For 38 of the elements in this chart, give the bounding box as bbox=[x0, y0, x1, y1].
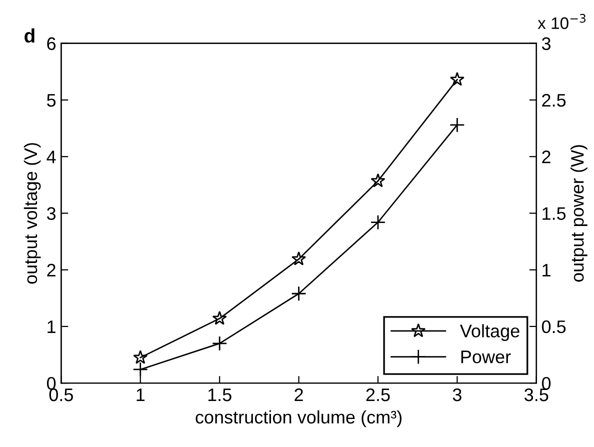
y-tick-label: 4 bbox=[46, 150, 56, 164]
y-tick-label: 1 bbox=[48, 320, 56, 333]
text: d bbox=[24, 28, 34, 43]
y2-axis-title: output power (W) bbox=[570, 145, 588, 282]
x-tick-label: 2 bbox=[294, 388, 303, 402]
y-axis-title: output voltage (V) bbox=[24, 143, 41, 284]
point bbox=[212, 310, 227, 325]
point bbox=[132, 362, 148, 378]
y2-tick-label: 0 bbox=[542, 377, 551, 390]
point bbox=[133, 350, 148, 364]
x-tick-label: 3.5 bbox=[524, 388, 548, 402]
y2-tick-label: 2.5 bbox=[542, 94, 566, 107]
y-tick-label: 6 bbox=[47, 37, 56, 50]
legend-label: Voltage bbox=[460, 324, 520, 341]
legend-label: Power bbox=[461, 350, 511, 364]
y-tick-label: 2 bbox=[47, 264, 56, 276]
point bbox=[450, 72, 464, 86]
x-tick-label: 1.5 bbox=[208, 388, 232, 402]
point bbox=[370, 173, 386, 188]
y2-tick-label: 1 bbox=[542, 264, 550, 276]
y-tick-label: 3 bbox=[46, 207, 56, 220]
point bbox=[212, 336, 228, 352]
point bbox=[291, 251, 306, 266]
y-tick-label: 5 bbox=[47, 94, 56, 107]
y2-tick-label: 3 bbox=[542, 37, 550, 50]
x-tick-label: 3 bbox=[452, 388, 462, 402]
x-tick-label: 0.5 bbox=[49, 388, 73, 402]
x-tick-label: 1 bbox=[136, 388, 145, 402]
y-tick-label: 0 bbox=[46, 377, 56, 390]
y2-tick-label: 1.5 bbox=[542, 207, 566, 220]
x-axis-title: construction volume (cm³) bbox=[196, 410, 402, 428]
point bbox=[291, 286, 306, 302]
y2-tick-label: 0.5 bbox=[542, 320, 566, 334]
y2-tick-label: 2 bbox=[542, 150, 550, 164]
point bbox=[370, 214, 386, 230]
point bbox=[450, 117, 465, 133]
x-tick-label: 2.5 bbox=[366, 388, 390, 402]
text: x 10$^{−3}$ bbox=[538, 14, 586, 30]
